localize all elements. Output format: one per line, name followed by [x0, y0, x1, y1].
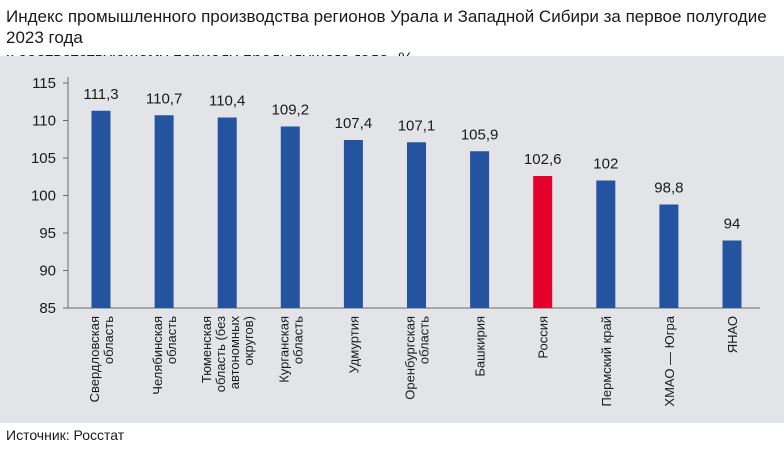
bar-value-label: 110,7: [146, 90, 182, 107]
bar-value-label: 107,4: [335, 115, 373, 132]
x-category-label-line: область: [290, 316, 305, 364]
bar: [722, 240, 742, 308]
bar: [596, 180, 616, 308]
bar-value-label: 110,4: [209, 93, 245, 110]
x-category-label-line: область (без: [213, 316, 228, 392]
x-category-label: Башкирия: [473, 316, 488, 377]
y-tick-label: 95: [39, 225, 56, 242]
x-category-label: Челябинская область: [150, 316, 179, 395]
y-tick-label: 110: [32, 113, 56, 130]
x-category-label: Россия: [536, 316, 551, 359]
bar: [154, 115, 174, 308]
bar: [533, 176, 553, 308]
bar-value-label: 109,2: [272, 102, 310, 119]
bar: [407, 142, 426, 308]
x-category-label-line: ЯНАО: [725, 316, 740, 353]
x-category-label: Оренбургская область: [403, 316, 432, 400]
x-category-label: ХМАО — Югра: [662, 315, 677, 406]
x-category-label-line: Курганская: [276, 316, 291, 383]
bar-value-label: 107,1: [398, 117, 436, 134]
x-category-label: Свердловская область: [87, 316, 116, 403]
x-category-label-line: Башкирия: [473, 316, 488, 377]
y-tick-label: 90: [39, 263, 56, 280]
x-category-label: ЯНАО: [725, 316, 740, 353]
chart-title-line-1: Индекс промышленного производства регион…: [6, 7, 767, 47]
x-category-label-line: Удмуртия: [346, 316, 361, 373]
y-tick-label: 100: [31, 188, 56, 205]
x-category-label-line: область: [164, 316, 179, 364]
y-tick-label: 105: [31, 150, 56, 167]
bar: [343, 140, 363, 308]
chart-panel: 85 90 95 100 105 110 115 111,3 Свердловская облас…: [0, 56, 784, 423]
bar: [217, 117, 237, 308]
x-category-label-line: автономных: [227, 316, 242, 390]
x-category-label: Пермский край: [599, 316, 614, 406]
y-tick-label: 115: [32, 75, 56, 92]
x-category-label: Курганская область: [276, 316, 305, 383]
x-category-label-line: Россия: [536, 316, 551, 359]
source-note: Источник: Росстат: [6, 427, 125, 443]
bar-value-label: 98,8: [654, 180, 683, 197]
bar-value-label: 102: [593, 156, 618, 173]
bar-value-label: 105,9: [461, 126, 499, 143]
x-category-label-line: ХМАО — Югра: [662, 315, 677, 406]
bar: [280, 126, 300, 308]
bar: [659, 204, 679, 308]
x-category-label-line: округов): [241, 316, 256, 365]
bar-value-label: 102,6: [524, 151, 562, 168]
x-category-label: Удмуртия: [346, 316, 361, 373]
bar: [470, 151, 490, 308]
x-category-label-line: Тюменская: [199, 316, 214, 383]
x-category-label: Тюменская область (без автономных округов): [199, 316, 256, 393]
x-category-label-line: область: [417, 316, 432, 364]
bar-value-label: 94: [724, 216, 741, 233]
bar: [91, 110, 111, 308]
x-category-label-line: область: [101, 316, 116, 364]
x-category-label-line: Свердловская: [87, 316, 102, 402]
x-category-label-line: Челябинская: [150, 316, 165, 395]
bar-value-label: 111,3: [83, 86, 118, 103]
x-category-label-line: Пермский край: [599, 316, 614, 406]
y-tick-label: 85: [39, 300, 56, 317]
x-category-label-line: Оренбургская: [403, 316, 418, 400]
